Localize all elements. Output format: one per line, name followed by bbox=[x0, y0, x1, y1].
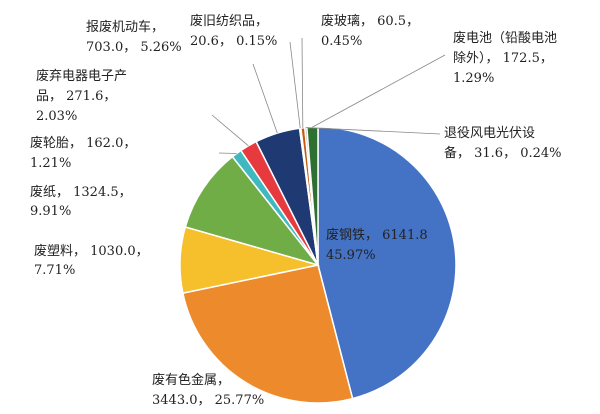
slice-label-line: 3443.0， 25.77% bbox=[152, 393, 264, 408]
slice-label-line: 703.0， 5.26% bbox=[86, 40, 182, 55]
slice-label: 废旧纺织品， 20.6， 0.15% bbox=[190, 13, 277, 49]
pie-slices bbox=[179, 126, 457, 404]
slice-label-line: 废玻璃， 60.5， bbox=[321, 13, 419, 29]
leader-line bbox=[252, 63, 278, 134]
slice-label-line: 2.03% bbox=[36, 109, 77, 124]
slice-label-line: 废旧纺织品， bbox=[190, 13, 268, 29]
leader-line bbox=[312, 54, 446, 128]
leader-lines bbox=[211, 37, 446, 154]
slice-label: 废有色金属， 3443.0， 25.77% bbox=[152, 372, 264, 408]
slice-label-line: 退役风电光伏设 bbox=[444, 126, 535, 141]
slice-label-line: 废钢铁， 6141.8 bbox=[326, 227, 428, 243]
slice-label-line: 0.45% bbox=[321, 34, 362, 49]
slice-label: 退役风电光伏设备， 31.6， 0.24% bbox=[444, 126, 562, 161]
slice-label-line: 除外）， 172.5， bbox=[453, 51, 553, 66]
pie-slice bbox=[184, 155, 321, 267]
slice-label: 废电池（铅酸电池除外）， 172.5， 1.29% bbox=[453, 30, 557, 86]
slice-label-line: 备， 31.6， 0.24% bbox=[444, 145, 562, 161]
slice-label-line: 1.29% bbox=[453, 71, 494, 86]
pie-slice bbox=[317, 126, 457, 400]
slice-label: 废轮胎， 162.0， 1.21% bbox=[30, 135, 136, 171]
leader-line bbox=[301, 37, 304, 128]
leader-line bbox=[305, 127, 441, 135]
slice-label-line: 废有色金属， bbox=[152, 372, 230, 388]
slice-label-line: 7.71% bbox=[34, 263, 75, 278]
slice-label-line: 废轮胎， 162.0， bbox=[30, 135, 136, 151]
slice-label-line: 20.6， 0.15% bbox=[190, 34, 277, 49]
leader-line bbox=[211, 114, 249, 147]
slice-label-line: 45.97% bbox=[326, 248, 376, 263]
slice-label-line: 9.91% bbox=[30, 204, 71, 219]
slice-label-line: 废塑料， 1030.0， bbox=[34, 243, 149, 259]
slice-label: 废塑料， 1030.0， 7.71% bbox=[34, 243, 149, 278]
slice-labels: 废钢铁， 6141.8 45.97% 废有色金属， 3443.0， 25.77% 废塑料… bbox=[30, 13, 562, 408]
slice-label-line: 报废机动车， bbox=[86, 19, 164, 35]
slice-label: 废弃电器电子产品， 271.6， 2.03% bbox=[36, 68, 127, 124]
slice-label: 报废机动车， 703.0， 5.26% bbox=[86, 19, 182, 55]
slice-label-line: 废纸， 1324.5， bbox=[30, 184, 132, 200]
leader-line bbox=[218, 152, 237, 154]
slice-label-line: 品， 271.6， bbox=[36, 89, 116, 104]
slice-label-line: 1.21% bbox=[30, 156, 71, 171]
leader-line bbox=[289, 41, 301, 129]
slice-label: 废纸， 1324.5， 9.91% bbox=[30, 184, 132, 219]
slice-label: 废玻璃， 60.5， 0.45% bbox=[321, 13, 419, 49]
pie-slice bbox=[182, 264, 354, 404]
slice-label-line: 废弃电器电子产 bbox=[36, 68, 127, 84]
slice-label: 废钢铁， 6141.8 45.97% bbox=[326, 227, 428, 263]
slice-label-line: 废电池（铅酸电池 bbox=[453, 30, 557, 46]
